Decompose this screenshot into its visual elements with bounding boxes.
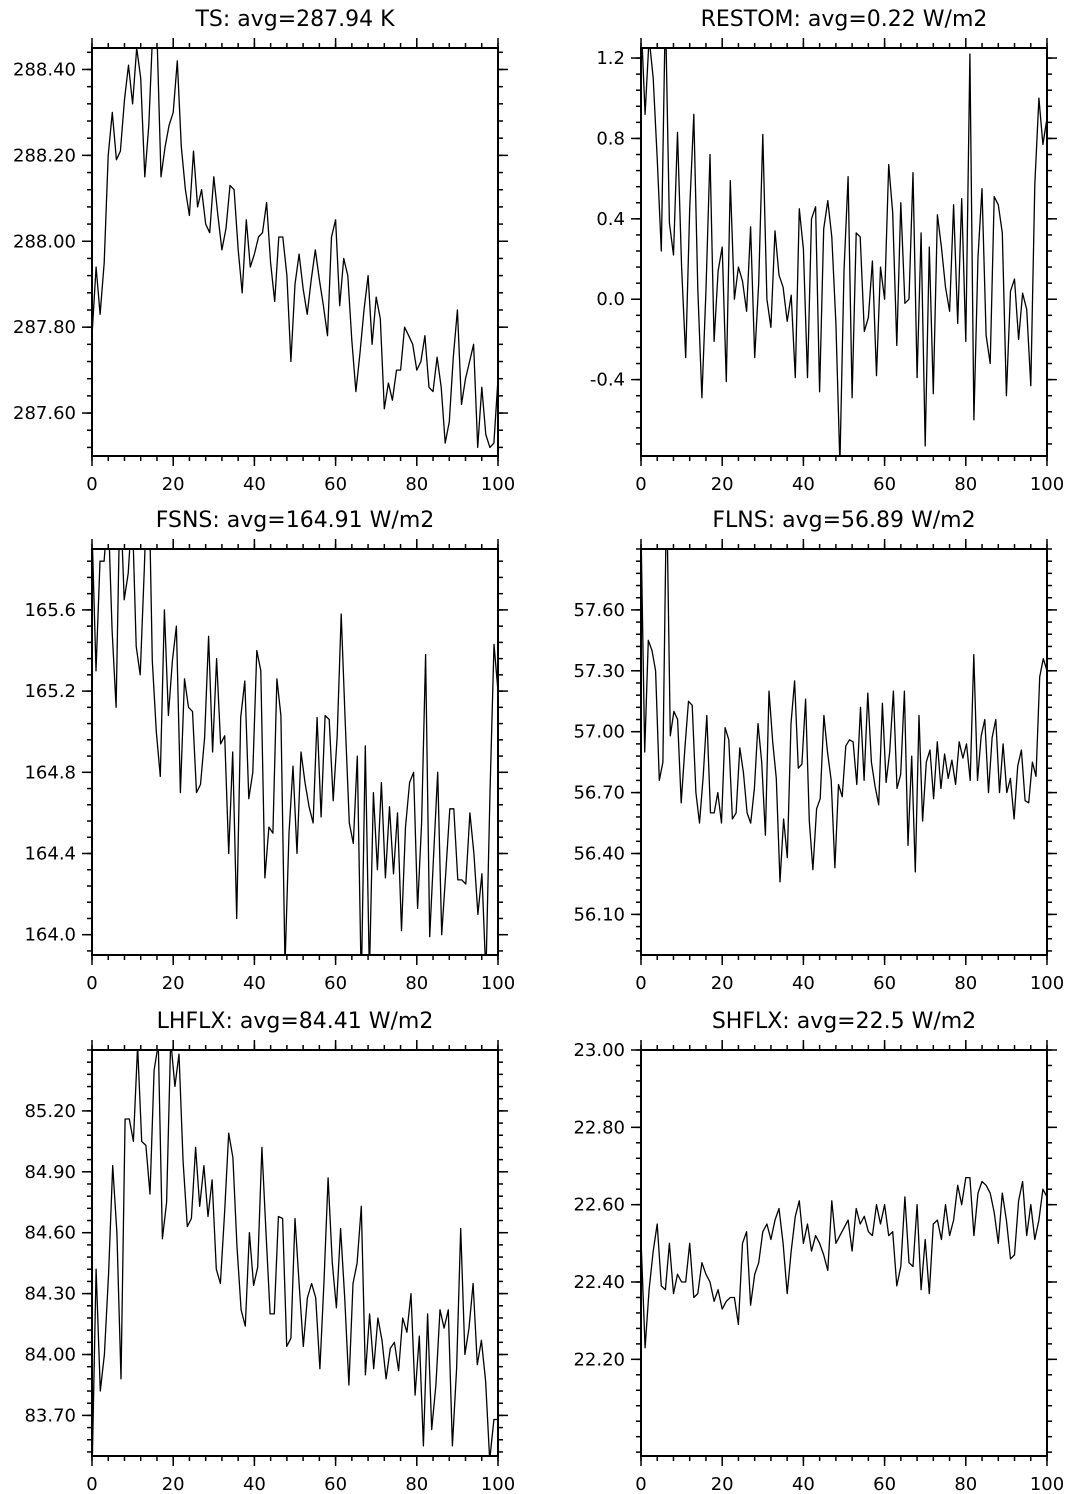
y-tick-label: 164.8 [24, 762, 76, 783]
series-line-3 [641, 549, 1047, 883]
y-tick-label: 56.40 [573, 844, 625, 865]
y-tick-label: 288.00 [13, 231, 76, 252]
y-tick-label: 56.10 [573, 904, 625, 925]
y-tick-label: 288.40 [13, 59, 76, 80]
series-line-4 [92, 1050, 498, 1456]
y-tick-label: -0.4 [590, 370, 625, 391]
y-tick-label: 22.40 [573, 1272, 625, 1293]
x-tick-label: 20 [162, 973, 185, 994]
x-tick-label: 40 [792, 1474, 815, 1494]
plot-frame-5 [640, 1049, 1048, 1457]
x-tick-label: 0 [86, 1474, 97, 1494]
y-tick-label: 84.60 [24, 1223, 76, 1244]
x-tick-label: 20 [711, 474, 734, 495]
chart-title-3: FLNS: avg=56.89 W/m2 [712, 508, 975, 533]
y-tick-label: 85.20 [24, 1101, 76, 1122]
x-tick-label: 40 [243, 474, 266, 495]
chart-panel-2: FSNS: avg=164.91 W/m2 0 20 40 60 80 100 164.0 16… [24, 508, 515, 994]
plot-frame-1 [640, 47, 1048, 457]
x-tick-label: 100 [481, 973, 515, 994]
series-line-0 [92, 48, 498, 449]
x-tick-label: 20 [162, 474, 185, 495]
y-tick-label: 0.4 [596, 209, 625, 230]
chart-title-2: FSNS: avg=164.91 W/m2 [156, 508, 435, 533]
x-tick-label: 80 [405, 973, 428, 994]
y-tick-label: 22.20 [573, 1349, 625, 1370]
x-tick-label: 60 [873, 474, 896, 495]
plot-frame-3 [640, 548, 1048, 956]
x-tick-label: 100 [1030, 1474, 1064, 1494]
x-tick-label: 20 [162, 1474, 185, 1494]
chart-panel-1: RESTOM: avg=0.22 W/m2 0 20 40 60 80 100 -0.4 0.0… [590, 7, 1064, 495]
x-tick-label: 80 [954, 973, 977, 994]
x-tick-label: 0 [86, 474, 97, 495]
series-line-5 [641, 1176, 1047, 1349]
y-tick-label: 84.00 [24, 1345, 76, 1366]
chart-title-5: SHFLX: avg=22.5 W/m2 [712, 1009, 976, 1034]
x-tick-label: 60 [873, 1474, 896, 1494]
x-tick-label: 60 [324, 474, 347, 495]
x-tick-label: 80 [405, 1474, 428, 1494]
chart-panel-0: TS: avg=287.94 K 0 20 40 60 80 100 287.60 287.80… [13, 7, 515, 495]
chart-title-1: RESTOM: avg=0.22 W/m2 [701, 7, 988, 32]
x-tick-label: 80 [405, 474, 428, 495]
series-line-2 [92, 549, 498, 955]
x-tick-label: 0 [635, 1474, 646, 1494]
chart-panel-3: FLNS: avg=56.89 W/m2 0 20 40 60 80 100 56.10 56.… [573, 508, 1064, 994]
y-tick-label: 164.0 [24, 925, 76, 946]
x-tick-label: 100 [1030, 474, 1064, 495]
chart-title-4: LHFLX: avg=84.41 W/m2 [157, 1009, 434, 1034]
y-tick-label: 84.30 [24, 1284, 76, 1305]
y-tick-label: 84.90 [24, 1162, 76, 1183]
y-tick-label: 287.80 [13, 317, 76, 338]
series-line-1 [641, 48, 1047, 456]
x-tick-label: 80 [954, 1474, 977, 1494]
y-tick-label: 56.70 [573, 783, 625, 804]
plot-frame-4 [91, 1049, 499, 1457]
y-tick-label: 57.00 [573, 722, 625, 743]
x-tick-label: 0 [635, 474, 646, 495]
y-tick-label: 57.30 [573, 661, 625, 682]
chart-panel-4: LHFLX: avg=84.41 W/m2 0 20 40 60 80 100 83.70 84… [24, 1009, 515, 1494]
y-tick-label: 83.70 [24, 1405, 76, 1426]
x-tick-label: 60 [873, 973, 896, 994]
x-tick-label: 40 [792, 474, 815, 495]
x-tick-label: 100 [481, 1474, 515, 1494]
y-tick-label: 0.0 [596, 289, 625, 310]
y-tick-label: 1.2 [596, 48, 625, 69]
y-tick-label: 0.8 [596, 128, 625, 149]
plot-frame-0 [91, 47, 499, 457]
y-tick-label: 22.80 [573, 1117, 625, 1138]
y-tick-label: 57.60 [573, 600, 625, 621]
x-tick-label: 100 [481, 474, 515, 495]
x-tick-label: 40 [792, 973, 815, 994]
y-tick-label: 23.00 [573, 1040, 625, 1061]
x-tick-label: 20 [711, 973, 734, 994]
chart-panel-5: SHFLX: avg=22.5 W/m2 0 20 40 60 80 100 22.20 22.… [573, 1009, 1064, 1494]
y-tick-label: 288.20 [13, 145, 76, 166]
y-tick-label: 287.60 [13, 403, 76, 424]
plot-frame-2 [91, 548, 499, 956]
y-tick-label: 22.60 [573, 1195, 625, 1216]
x-tick-label: 0 [635, 973, 646, 994]
y-tick-label: 165.2 [24, 681, 76, 702]
y-tick-label: 165.6 [24, 600, 76, 621]
x-tick-label: 60 [324, 973, 347, 994]
x-tick-label: 100 [1030, 973, 1064, 994]
chart-title-0: TS: avg=287.94 K [194, 7, 395, 32]
x-tick-label: 60 [324, 1474, 347, 1494]
x-tick-label: 40 [243, 973, 266, 994]
x-tick-label: 20 [711, 1474, 734, 1494]
x-tick-label: 0 [86, 973, 97, 994]
x-tick-label: 80 [954, 474, 977, 495]
x-tick-label: 40 [243, 1474, 266, 1494]
y-tick-label: 164.4 [24, 844, 76, 865]
